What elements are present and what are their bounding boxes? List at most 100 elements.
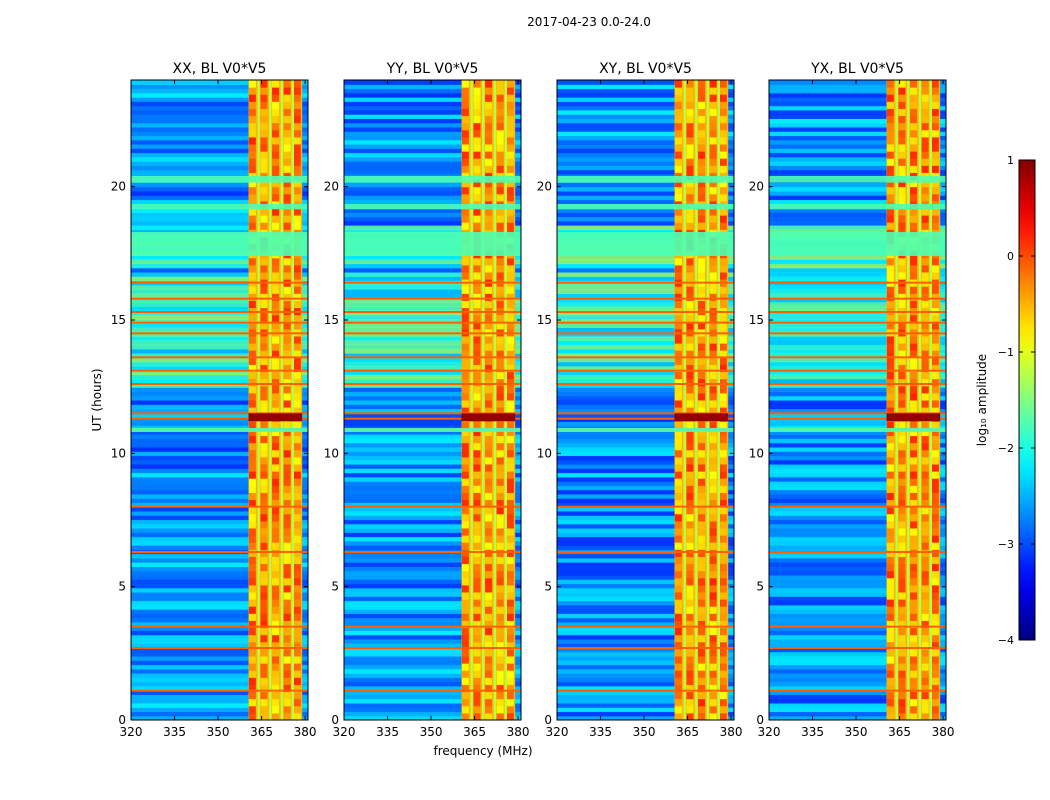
rfi-channel-cell (248, 627, 256, 636)
rfi-channel-cell (910, 80, 918, 88)
heatmap-row (344, 557, 521, 563)
heatmap-row (557, 545, 734, 550)
heatmap-row (769, 195, 946, 201)
rfi-channel-cell (886, 656, 894, 664)
rfi-channel-cell (674, 108, 682, 117)
rfi-channel-cell (293, 542, 301, 550)
heatmap-row (344, 156, 521, 162)
rfi-channel-cell (248, 471, 256, 479)
rfi-channel-cell (272, 314, 280, 323)
rfi-channel-cell (248, 592, 256, 600)
rfi-channel-cell (283, 144, 291, 152)
rfi-channel-cell (898, 520, 906, 529)
heatmap-row (131, 566, 308, 572)
rfi-channel-cell (496, 648, 504, 657)
rfi-channel-cell (485, 670, 493, 678)
rfi-channel-cell (719, 620, 727, 629)
rfi-channel-cell (910, 193, 918, 202)
rfi-channel-cell (260, 428, 268, 437)
rfi-channel-cell (473, 80, 481, 88)
rfi-channel-cell (506, 506, 514, 515)
heatmap-row (131, 340, 308, 346)
rfi-channel-cell (898, 592, 906, 600)
rfi-channel-cell (461, 577, 469, 586)
rfi-channel-cell (686, 684, 694, 693)
rfi-channel-cell (719, 122, 727, 131)
rfi-channel-cell (698, 691, 706, 700)
rfi-channel-cell (921, 570, 929, 579)
rfi-channel-cell (461, 336, 469, 344)
rfi-channel-cell (709, 677, 717, 685)
heatmap-row (769, 344, 946, 350)
rfi-channel-cell (283, 350, 291, 358)
rfi-channel-cell (506, 400, 514, 408)
heatmap-row (344, 378, 521, 384)
rfi-channel-cell (921, 80, 929, 88)
rfi-channel-cell (921, 357, 929, 365)
rfi-channel-cell (886, 698, 894, 707)
rfi-channel-cell (283, 272, 291, 280)
rfi-channel-cell (698, 101, 706, 109)
rfi-channel-cell (686, 129, 694, 138)
rfi-channel-cell (921, 464, 929, 472)
heatmap-row (557, 421, 734, 427)
rfi-channel-cell (248, 158, 256, 166)
rfi-channel-cell (260, 151, 268, 159)
rfi-channel-cell (461, 485, 469, 493)
heatmap-row (344, 638, 521, 644)
rfi-channel-cell (283, 464, 291, 472)
rfi-channel-cell (248, 634, 256, 643)
heatmap-row (557, 404, 734, 410)
rfi-channel-cell (496, 264, 504, 273)
rfi-channel-cell (674, 286, 682, 294)
rfi-channel-cell (473, 314, 481, 323)
heatmap-row (344, 540, 521, 546)
rfi-channel-cell (921, 165, 929, 173)
rfi-channel-cell (674, 385, 682, 394)
rfi-channel-cell (910, 208, 918, 216)
rfi-channel-cell (248, 485, 256, 493)
rfi-channel-cell (506, 464, 514, 472)
heatmap-row (131, 489, 308, 495)
rfi-channel-cell (910, 385, 918, 394)
rfi-channel-cell (293, 407, 301, 415)
rfi-channel-cell (674, 691, 682, 700)
heatmap-row (557, 660, 734, 666)
rfi-channel-cell (910, 691, 918, 700)
rfi-channel-cell (260, 620, 268, 629)
rfi-channel-cell (272, 115, 280, 124)
rfi-channel-cell (686, 80, 694, 88)
rfi-channel-cell (674, 577, 682, 586)
rfi-channel-cell (674, 158, 682, 166)
rfi-channel-cell (248, 584, 256, 593)
rfi-channel-cell (485, 300, 493, 309)
rfi-channel-cell (260, 584, 268, 593)
rfi-channel-cell (293, 186, 301, 195)
rfi-channel-cell (496, 634, 504, 643)
rfi-channel-cell (461, 613, 469, 621)
rfi-channel-cell (506, 499, 514, 508)
heatmap-row (557, 702, 734, 708)
rfi-channel-cell (931, 151, 939, 159)
rfi-channel-cell (931, 215, 939, 223)
rfi-channel-cell (260, 129, 268, 138)
rfi-channel-cell (674, 492, 682, 501)
rfi-channel-cell (485, 215, 493, 223)
heatmap-row (557, 485, 734, 491)
heatmap-row (344, 327, 521, 333)
heatmap-row (557, 118, 734, 124)
rfi-channel-cell (686, 705, 694, 714)
rfi-channel-cell (272, 577, 280, 586)
rfi-channel-cell (283, 492, 291, 501)
rfi-channel-cell (283, 136, 291, 145)
rfi-channel-cell (485, 257, 493, 266)
rfi-channel-cell (910, 520, 918, 529)
rfi-channel-cell (461, 264, 469, 273)
rfi-channel-cell (283, 485, 291, 493)
rfi-channel-cell (485, 520, 493, 529)
rfi-channel-cell (260, 684, 268, 693)
heatmap-row (557, 263, 734, 269)
rfi-channel-cell (719, 684, 727, 693)
rfi-channel-cell (931, 478, 939, 486)
heatmap-row (131, 429, 308, 435)
